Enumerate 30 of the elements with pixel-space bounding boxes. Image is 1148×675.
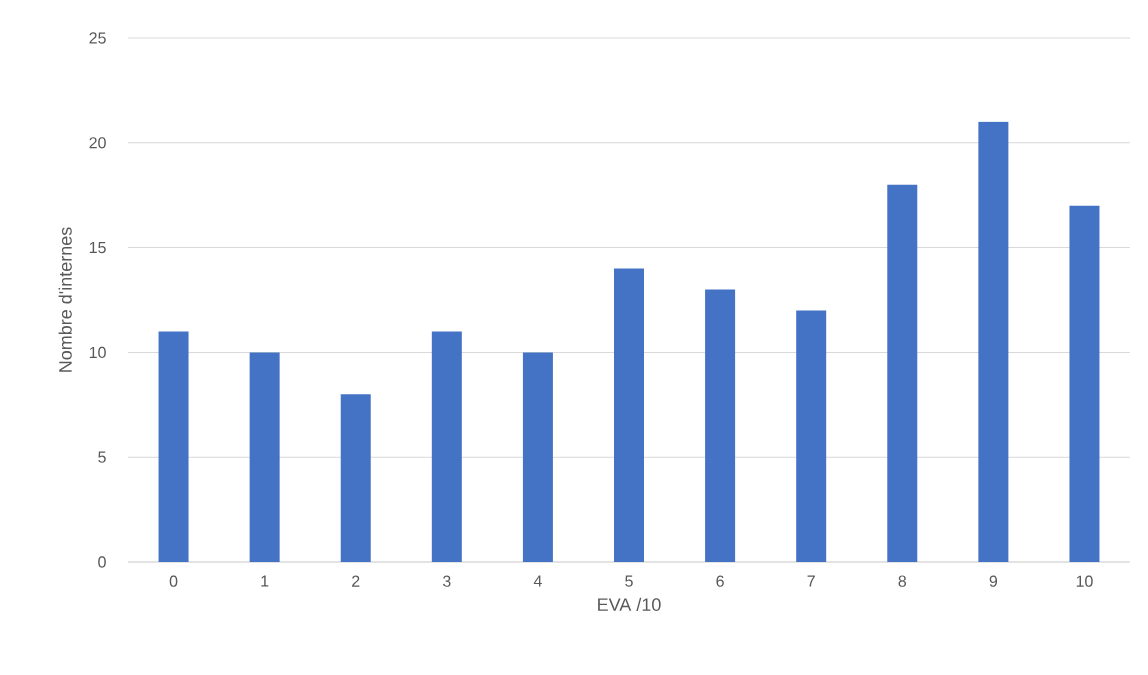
x-tick-label: 10 — [1076, 575, 1093, 587]
bar — [158, 331, 189, 562]
bar — [978, 121, 1009, 562]
y-tick-label: 0 — [98, 556, 106, 568]
y-tick-label: 15 — [89, 242, 106, 254]
y-tick-label: 5 — [98, 451, 106, 463]
bar — [340, 394, 371, 562]
bar — [614, 268, 644, 562]
y-tick-label: 10 — [89, 346, 106, 359]
bar — [705, 289, 736, 562]
x-tick-label: 9 — [989, 575, 998, 587]
y-tick-label: 25 — [89, 32, 106, 44]
x-tick-label: 3 — [442, 575, 451, 587]
x-tick-label: 1 — [261, 575, 269, 587]
x-axis-title: EVA /10 — [598, 597, 661, 611]
x-tick-label: 6 — [716, 575, 724, 587]
bar — [522, 352, 553, 562]
bar — [796, 310, 827, 562]
bar — [249, 352, 280, 562]
x-tick-label: 0 — [169, 575, 178, 587]
y-axis-title: Nombre d'internes — [58, 227, 72, 372]
x-tick-label: 5 — [625, 575, 633, 587]
x-tick-label: 2 — [352, 575, 360, 587]
y-tick-label: 20 — [89, 137, 106, 149]
bar — [431, 331, 462, 562]
x-tick-label: 7 — [807, 575, 815, 587]
bar — [887, 184, 918, 562]
x-tick-label: 4 — [533, 575, 542, 587]
x-tick-label: 8 — [898, 575, 907, 587]
bar — [1069, 205, 1100, 562]
